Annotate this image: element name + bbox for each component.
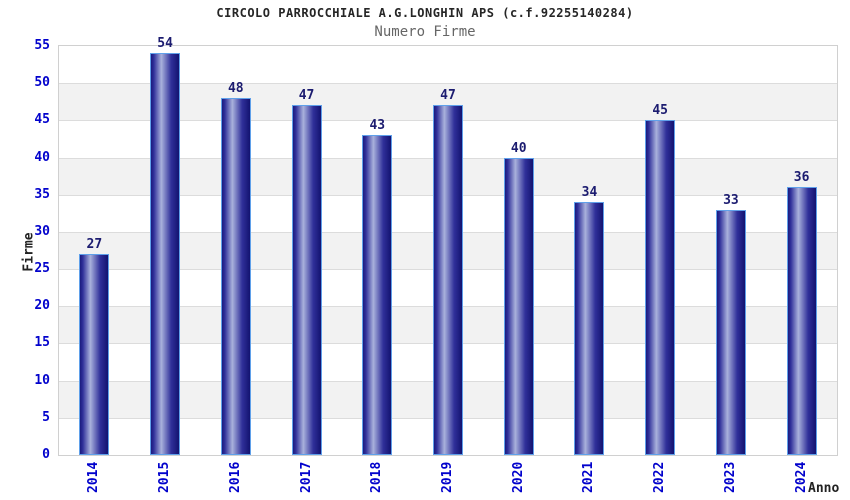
bar bbox=[786, 187, 817, 455]
bar bbox=[645, 120, 676, 455]
plot-area bbox=[58, 45, 838, 456]
bar-value-label: 40 bbox=[510, 140, 527, 156]
bar-value-label: 43 bbox=[369, 118, 386, 134]
x-tick-label: 2015 bbox=[157, 461, 173, 493]
bar bbox=[503, 157, 534, 455]
y-tick-label: 30 bbox=[34, 223, 50, 239]
bar-value-label: 34 bbox=[581, 185, 598, 201]
bar-value-label: 47 bbox=[440, 88, 456, 104]
y-tick-label: 45 bbox=[34, 112, 50, 128]
chart-subtitle: Numero Firme bbox=[374, 24, 476, 40]
y-tick-label: 20 bbox=[34, 298, 50, 314]
bar bbox=[433, 105, 463, 455]
bar bbox=[291, 105, 322, 455]
bar-value-label: 27 bbox=[86, 237, 103, 253]
y-tick-label: 0 bbox=[42, 447, 50, 462]
bar-value-label: 48 bbox=[227, 81, 244, 97]
bar-value-label: 33 bbox=[723, 192, 739, 208]
x-tick-label: 2016 bbox=[227, 461, 243, 493]
bar-value-label: 54 bbox=[157, 36, 173, 52]
y-tick-label: 35 bbox=[34, 186, 50, 202]
y-tick-label: 25 bbox=[34, 261, 50, 277]
x-tick-label: 2014 bbox=[86, 461, 102, 493]
x-axis-title: Anno bbox=[808, 481, 840, 496]
bar-value-label: 36 bbox=[793, 170, 810, 186]
bar-value-label: 45 bbox=[652, 103, 668, 119]
bar-value-label: 47 bbox=[298, 88, 315, 104]
chart-title: CIRCOLO PARROCCHIALE A.G.LONGHIN APS (c.… bbox=[216, 6, 634, 20]
x-tick-label: 2022 bbox=[652, 461, 668, 493]
x-tick-label: 2023 bbox=[722, 461, 738, 493]
y-tick-label: 50 bbox=[34, 75, 50, 91]
y-tick-label: 10 bbox=[34, 372, 50, 388]
x-tick-label: 2020 bbox=[510, 461, 526, 493]
x-tick-label: 2021 bbox=[581, 461, 597, 493]
bar bbox=[715, 209, 746, 455]
x-tick-label: 2019 bbox=[440, 461, 455, 493]
y-tick-label: 15 bbox=[34, 335, 50, 351]
x-tick-label: 2024 bbox=[793, 461, 809, 493]
y-tick-label: 5 bbox=[42, 409, 50, 425]
bar bbox=[220, 98, 251, 455]
y-tick-label: 55 bbox=[34, 38, 50, 53]
y-tick-label: 40 bbox=[34, 149, 50, 165]
bar bbox=[150, 53, 181, 455]
x-tick-label: 2017 bbox=[298, 461, 314, 493]
bar bbox=[79, 254, 110, 455]
grid-band bbox=[59, 46, 837, 84]
bar bbox=[362, 135, 393, 455]
x-tick-label: 2018 bbox=[369, 461, 385, 493]
bar bbox=[574, 202, 605, 455]
